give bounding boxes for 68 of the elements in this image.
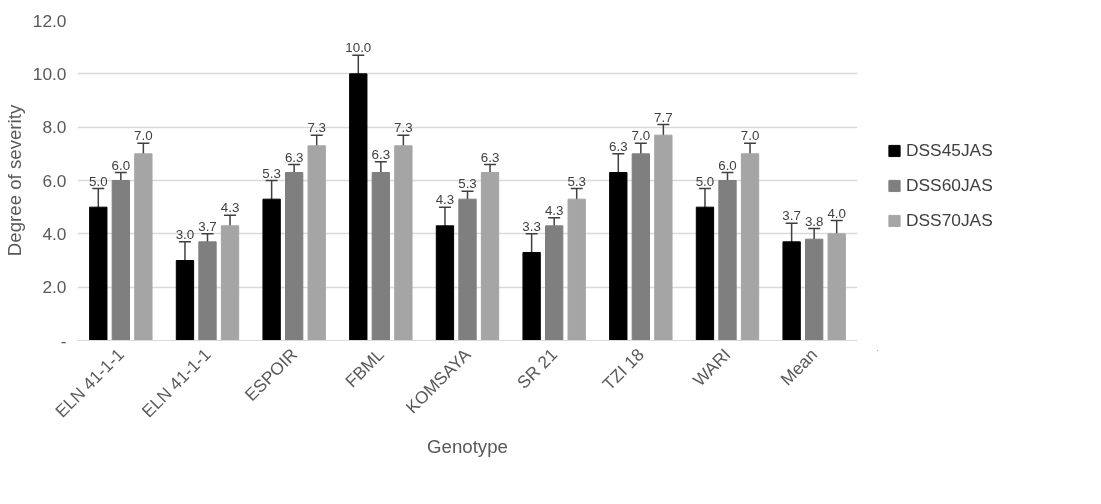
bar <box>89 206 108 341</box>
data-label: 6.0 <box>718 157 737 173</box>
y-tick-label: 10.0 <box>32 63 67 84</box>
bar <box>740 153 760 341</box>
data-label: 3.7 <box>782 208 801 224</box>
bar <box>394 145 413 341</box>
bar <box>349 73 368 341</box>
y-tick-label: 12.0 <box>32 10 67 31</box>
x-tick-label: TZI 18 <box>598 344 648 394</box>
bar <box>134 153 153 341</box>
y-axis-title: Degree of severity <box>3 104 25 257</box>
y-tick-label: 2.0 <box>42 277 67 298</box>
data-label: 6.3 <box>284 149 304 165</box>
legend-label: DSS60JAS <box>906 174 993 196</box>
bar <box>198 241 217 341</box>
data-label: 7.0 <box>631 128 651 144</box>
data-label: 3.7 <box>198 218 217 234</box>
bar <box>111 180 130 341</box>
bar <box>480 172 500 341</box>
data-label: 7.0 <box>740 128 760 144</box>
data-label: 6.3 <box>609 138 628 154</box>
x-tick-label: SR 21 <box>513 344 562 393</box>
data-label: 7.0 <box>134 128 153 144</box>
data-label: 3.3 <box>522 218 541 234</box>
bar <box>262 198 281 341</box>
bar <box>458 198 477 341</box>
data-label: 7.7 <box>654 109 673 125</box>
y-tick-label: 6.0 <box>42 170 67 191</box>
legend-label: DSS45JAS <box>906 139 993 161</box>
legend-label: DSS70JAS <box>906 209 993 231</box>
y-tick-label: 8.0 <box>42 117 67 138</box>
bar <box>567 198 586 341</box>
x-axis-title: Genotype <box>427 436 508 458</box>
y-tick-label: - <box>60 330 67 351</box>
bar <box>220 225 240 341</box>
bar <box>435 225 455 341</box>
bar <box>522 252 541 341</box>
data-label: 4.0 <box>827 205 846 221</box>
data-label: 5.0 <box>695 173 715 189</box>
bar <box>654 134 673 341</box>
data-label: 5.0 <box>89 173 108 189</box>
bar <box>307 145 326 341</box>
bar <box>827 233 846 341</box>
data-label: 5.3 <box>262 165 281 181</box>
bar <box>175 260 195 341</box>
data-label: 5.3 <box>458 176 477 192</box>
bar <box>545 225 564 341</box>
data-label: 3.8 <box>804 213 824 229</box>
data-label: 5.3 <box>567 173 586 189</box>
bar <box>695 206 715 341</box>
bar <box>631 153 650 341</box>
data-label: 4.3 <box>435 192 455 208</box>
data-label: 7.3 <box>307 120 326 136</box>
data-label: 4.3 <box>544 202 564 218</box>
data-label: 10.0 <box>345 40 372 56</box>
data-label: 3.0 <box>175 226 195 242</box>
data-label: 6.3 <box>371 146 391 162</box>
bar <box>782 241 801 341</box>
bar <box>371 172 390 341</box>
data-label: 6.0 <box>111 157 131 173</box>
data-label: 7.3 <box>394 120 413 136</box>
bar <box>718 180 737 341</box>
bar <box>285 172 304 341</box>
data-label: 4.3 <box>220 200 240 216</box>
bar <box>805 238 824 341</box>
bar <box>609 172 628 341</box>
y-tick-label: 4.0 <box>42 223 67 244</box>
data-label: 6.3 <box>480 149 500 165</box>
